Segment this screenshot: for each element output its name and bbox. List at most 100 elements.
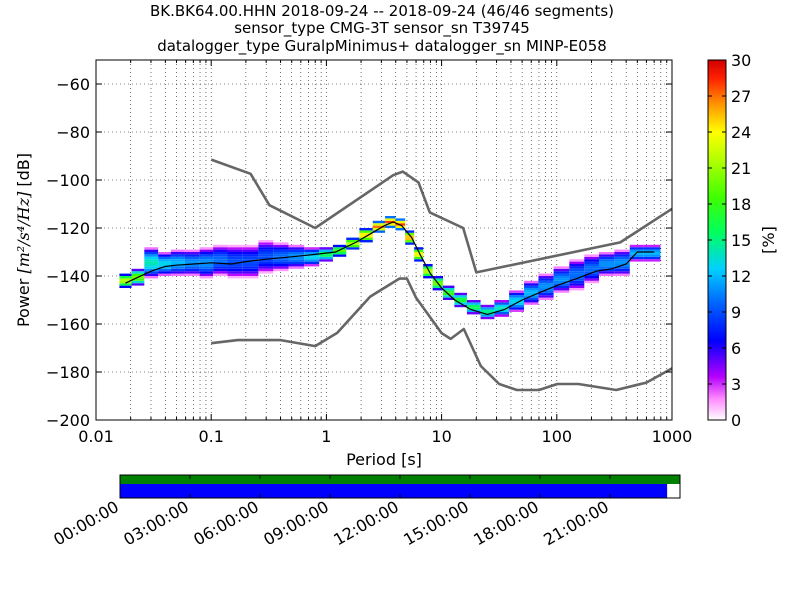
title-line-datalogger: datalogger_type GuralpMinimus+ datalogge… bbox=[157, 37, 607, 56]
timeline-tick-label: 18:00:00 bbox=[470, 497, 542, 549]
pdf-cell bbox=[432, 278, 444, 281]
pdf-cell bbox=[509, 309, 525, 312]
colorbar-tick-label: 6 bbox=[731, 339, 741, 358]
pdf-cell bbox=[598, 261, 615, 264]
y-axis-label: Power [m²/s⁴/Hz] [dB] bbox=[14, 153, 33, 327]
pdf-cell bbox=[144, 264, 159, 267]
pdf-cell bbox=[158, 266, 171, 269]
pdf-cell bbox=[273, 259, 289, 262]
pdf-cell bbox=[423, 264, 433, 267]
pdf-cell bbox=[480, 314, 495, 317]
pdf-cell bbox=[553, 290, 570, 293]
colorbar-tick-label: 18 bbox=[731, 195, 751, 214]
pdf-cell bbox=[258, 247, 274, 250]
pdf-cell bbox=[569, 264, 585, 267]
pdf-cell bbox=[184, 268, 200, 272]
y-axis-label-db: [dB] bbox=[14, 153, 33, 187]
pdf-cell bbox=[569, 288, 585, 291]
timeline-tick-label: 09:00:00 bbox=[260, 497, 332, 549]
pdf-cell bbox=[131, 273, 145, 276]
x-tick-label: 0.01 bbox=[78, 427, 114, 446]
pdf-cell bbox=[213, 244, 228, 248]
pdf-cell bbox=[119, 285, 132, 288]
pdf-cell bbox=[258, 271, 274, 274]
pdf-cell bbox=[614, 256, 630, 260]
pdf-cell bbox=[584, 254, 599, 257]
pdf-cell bbox=[332, 247, 347, 250]
pdf-cell bbox=[273, 242, 289, 245]
pdf-cell bbox=[158, 273, 171, 276]
pdf-cell bbox=[304, 259, 320, 262]
pdf-cell bbox=[423, 271, 433, 274]
colorbar-tick-label: 9 bbox=[731, 303, 741, 322]
pdf-cell bbox=[119, 278, 132, 281]
pdf-cell bbox=[524, 285, 539, 288]
pdf-cell bbox=[443, 297, 455, 300]
pdf-cell bbox=[538, 292, 554, 296]
pdf-cell bbox=[288, 264, 305, 267]
pdf-cell bbox=[385, 216, 396, 219]
pdf-cell bbox=[288, 259, 305, 262]
pdf-cell bbox=[144, 252, 159, 255]
pdf-cell bbox=[242, 276, 259, 279]
pdf-cell bbox=[359, 228, 373, 231]
title-line-sensor: sensor_type CMG-3T sensor_sn T39745 bbox=[234, 19, 530, 38]
pdf-cell bbox=[584, 268, 599, 272]
svg-text:Power [m²/s⁴/Hz] [: Power [m²/s⁴/Hz] [dB] bbox=[14, 153, 33, 327]
pdf-cell bbox=[144, 268, 159, 272]
pdf-cell bbox=[443, 285, 455, 288]
pdf-cell bbox=[332, 252, 347, 255]
pdf-cell bbox=[319, 256, 333, 260]
y-tick-label: −80 bbox=[56, 123, 90, 142]
timeline-tick-label: 03:00:00 bbox=[120, 497, 192, 549]
pdf-cell bbox=[538, 280, 554, 284]
pdf-cell bbox=[385, 225, 396, 228]
timeline-tick-label: 21:00:00 bbox=[540, 497, 612, 549]
pdf-cell bbox=[227, 247, 243, 250]
noise-model-nhnm bbox=[210, 158, 673, 274]
pdf-cell bbox=[569, 259, 585, 262]
pdf-cell bbox=[213, 273, 228, 276]
pdf-cell bbox=[494, 300, 510, 303]
pdf-cell bbox=[432, 283, 444, 286]
pdf-cell bbox=[524, 302, 539, 305]
timeline-tick-label: 06:00:00 bbox=[190, 497, 262, 549]
pdf-cell bbox=[598, 252, 615, 255]
x-tick-label: 0.1 bbox=[198, 427, 223, 446]
pdf-cell bbox=[359, 237, 373, 240]
pdf-cell bbox=[242, 259, 259, 262]
pdf-cell bbox=[584, 278, 599, 281]
pdf-cell bbox=[346, 244, 360, 248]
colorbar-tick-label: 30 bbox=[731, 51, 751, 70]
pdf-cell bbox=[443, 290, 455, 293]
pdf-cell bbox=[242, 261, 259, 264]
pdf-cell bbox=[288, 256, 305, 260]
pdf-cell bbox=[332, 244, 347, 248]
pdf-cell bbox=[569, 280, 585, 284]
pdf-cell bbox=[598, 254, 615, 257]
pdf-cell bbox=[144, 247, 159, 250]
x-axis-label: Period [s] bbox=[346, 450, 422, 469]
pdf-cell bbox=[629, 249, 644, 252]
pdf-cell bbox=[227, 264, 243, 267]
pdf-cell bbox=[584, 266, 599, 269]
pdf-cell bbox=[569, 285, 585, 288]
x-tick-label: 1 bbox=[321, 427, 331, 446]
pdf-cell bbox=[454, 304, 467, 308]
pdf-cell bbox=[359, 230, 373, 233]
pdf-cell bbox=[227, 271, 243, 274]
pdf-cell bbox=[414, 254, 424, 257]
colorbar-tick-label: 3 bbox=[731, 375, 741, 394]
pdf-cell bbox=[614, 261, 630, 264]
y-tick-label: −60 bbox=[56, 75, 90, 94]
pdf-cell bbox=[119, 276, 132, 279]
pdf-cell bbox=[385, 223, 396, 226]
pdf-cell bbox=[119, 283, 132, 286]
pdf-cell bbox=[184, 266, 200, 269]
pdf-cell bbox=[144, 273, 159, 276]
x-tick-label: 1000 bbox=[652, 427, 693, 446]
pdf-cell bbox=[432, 276, 444, 279]
pdf-cell bbox=[227, 254, 243, 257]
pdf-cell bbox=[258, 268, 274, 272]
pdf-cell bbox=[346, 237, 360, 240]
